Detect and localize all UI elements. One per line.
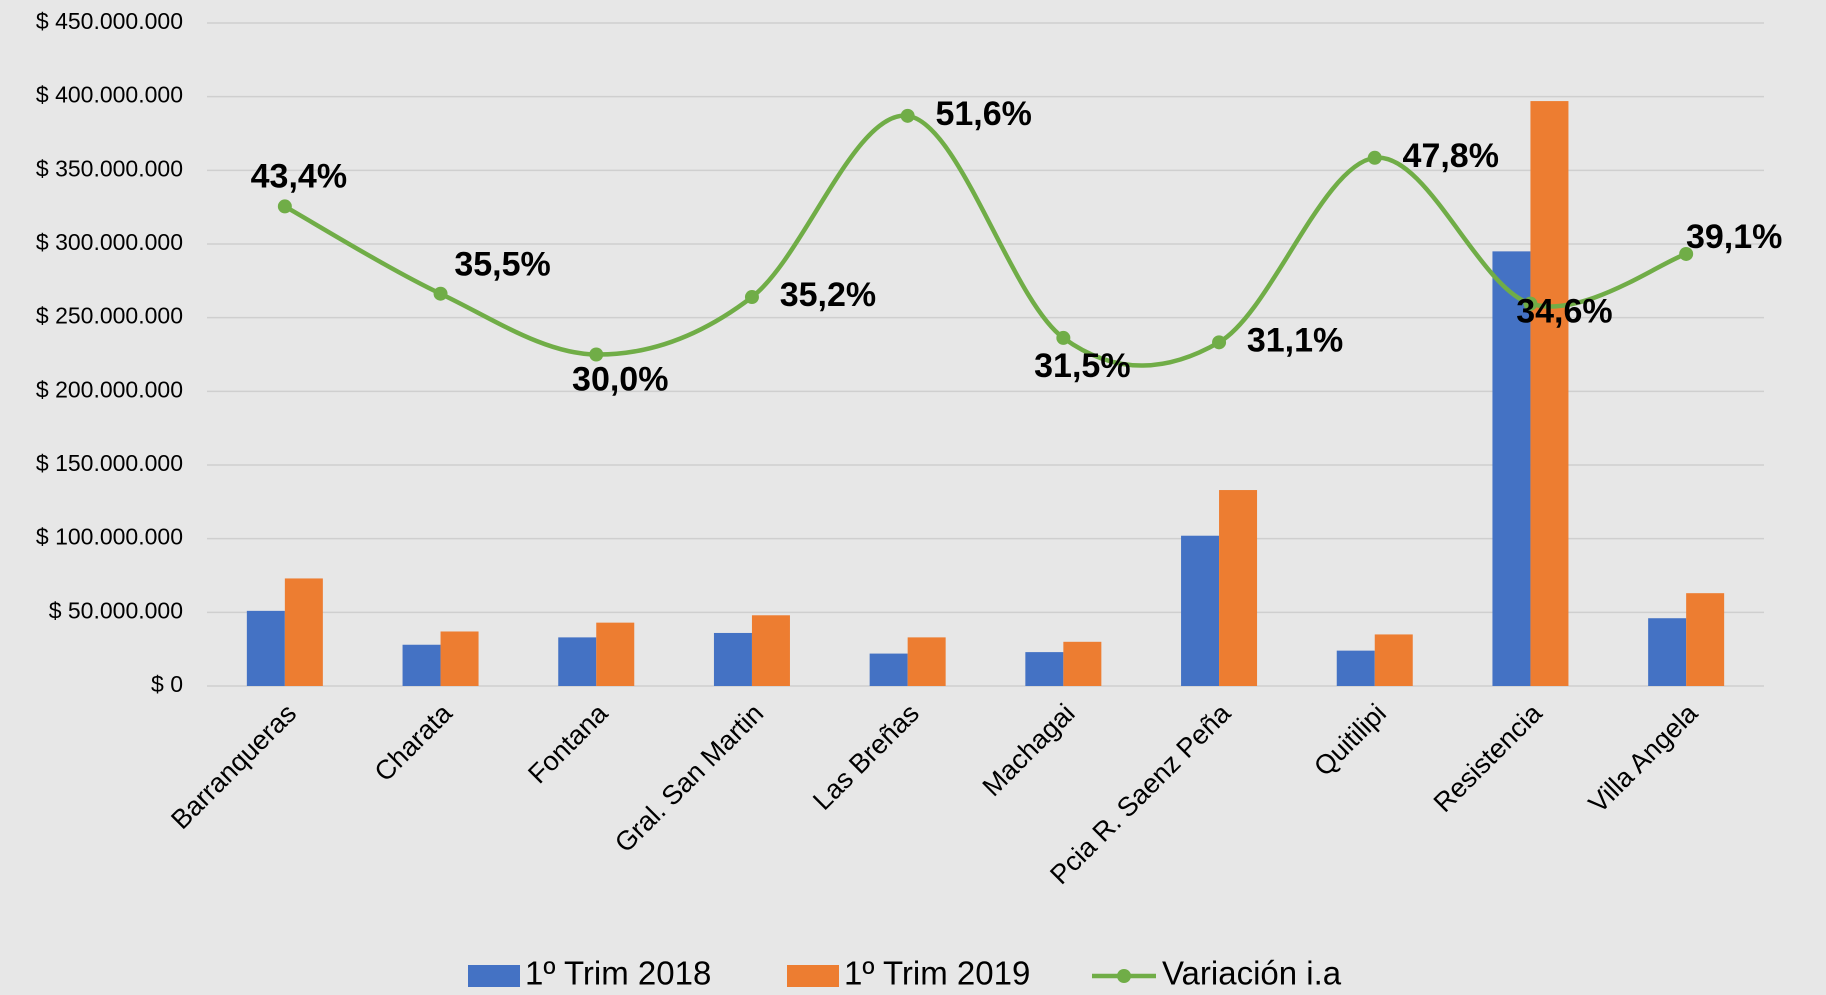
data-label: 39,1% [1686, 218, 1782, 256]
y-tick-label: $ 200.000.000 [36, 376, 183, 402]
y-tick-label: $ 250.000.000 [36, 303, 183, 329]
bar [1530, 101, 1569, 686]
y-tick-label: $ 100.000.000 [36, 524, 183, 550]
data-label: 31,1% [1247, 321, 1343, 359]
bar [1181, 535, 1220, 686]
legend-swatch [787, 965, 839, 987]
legend-swatch [468, 965, 520, 987]
bar [440, 631, 479, 686]
data-label: 43,4% [251, 157, 347, 195]
bar [1686, 593, 1725, 686]
data-label: 35,5% [454, 246, 550, 284]
bar [558, 637, 597, 686]
marker [1523, 296, 1538, 311]
bar [1219, 490, 1258, 686]
y-tick-label: $ 300.000.000 [36, 229, 183, 255]
bar [713, 632, 752, 686]
marker [277, 199, 292, 214]
bar [869, 653, 908, 686]
bar [284, 578, 323, 686]
legend-swatch [1117, 969, 1131, 983]
data-label: 51,6% [935, 95, 1031, 133]
marker [433, 286, 448, 301]
data-label: 30,0% [572, 360, 668, 398]
bar [907, 637, 946, 686]
legend-label: 1º Trim 2018 [525, 955, 711, 992]
bar [1492, 251, 1531, 686]
data-label: 35,2% [780, 276, 876, 314]
bar [1063, 641, 1102, 686]
data-label: 31,5% [1034, 347, 1130, 385]
bar [402, 644, 441, 686]
bar [596, 622, 635, 686]
marker [589, 347, 604, 362]
bar [1648, 618, 1687, 686]
y-tick-label: $ 350.000.000 [36, 155, 183, 181]
legend-label: Variación i.a [1162, 955, 1342, 992]
marker [1056, 330, 1071, 345]
bar [1374, 634, 1413, 686]
bar [246, 610, 285, 686]
marker [900, 108, 915, 123]
y-tick-label: $ 150.000.000 [36, 450, 183, 476]
data-label: 47,8% [1403, 137, 1499, 175]
y-tick-label: $ 0 [151, 671, 183, 697]
y-tick-label: $ 50.000.000 [49, 597, 183, 623]
legend-label: 1º Trim 2019 [844, 955, 1030, 992]
marker [1367, 150, 1382, 165]
marker [744, 290, 759, 305]
data-label: 34,6% [1516, 293, 1612, 331]
marker [1679, 246, 1694, 261]
marker [1212, 335, 1227, 350]
bar [751, 615, 790, 686]
bar [1025, 652, 1064, 686]
bar [1336, 650, 1375, 686]
y-tick-label: $ 400.000.000 [36, 82, 183, 108]
line [283, 113, 1687, 368]
y-tick-label: $ 450.000.000 [36, 8, 183, 34]
